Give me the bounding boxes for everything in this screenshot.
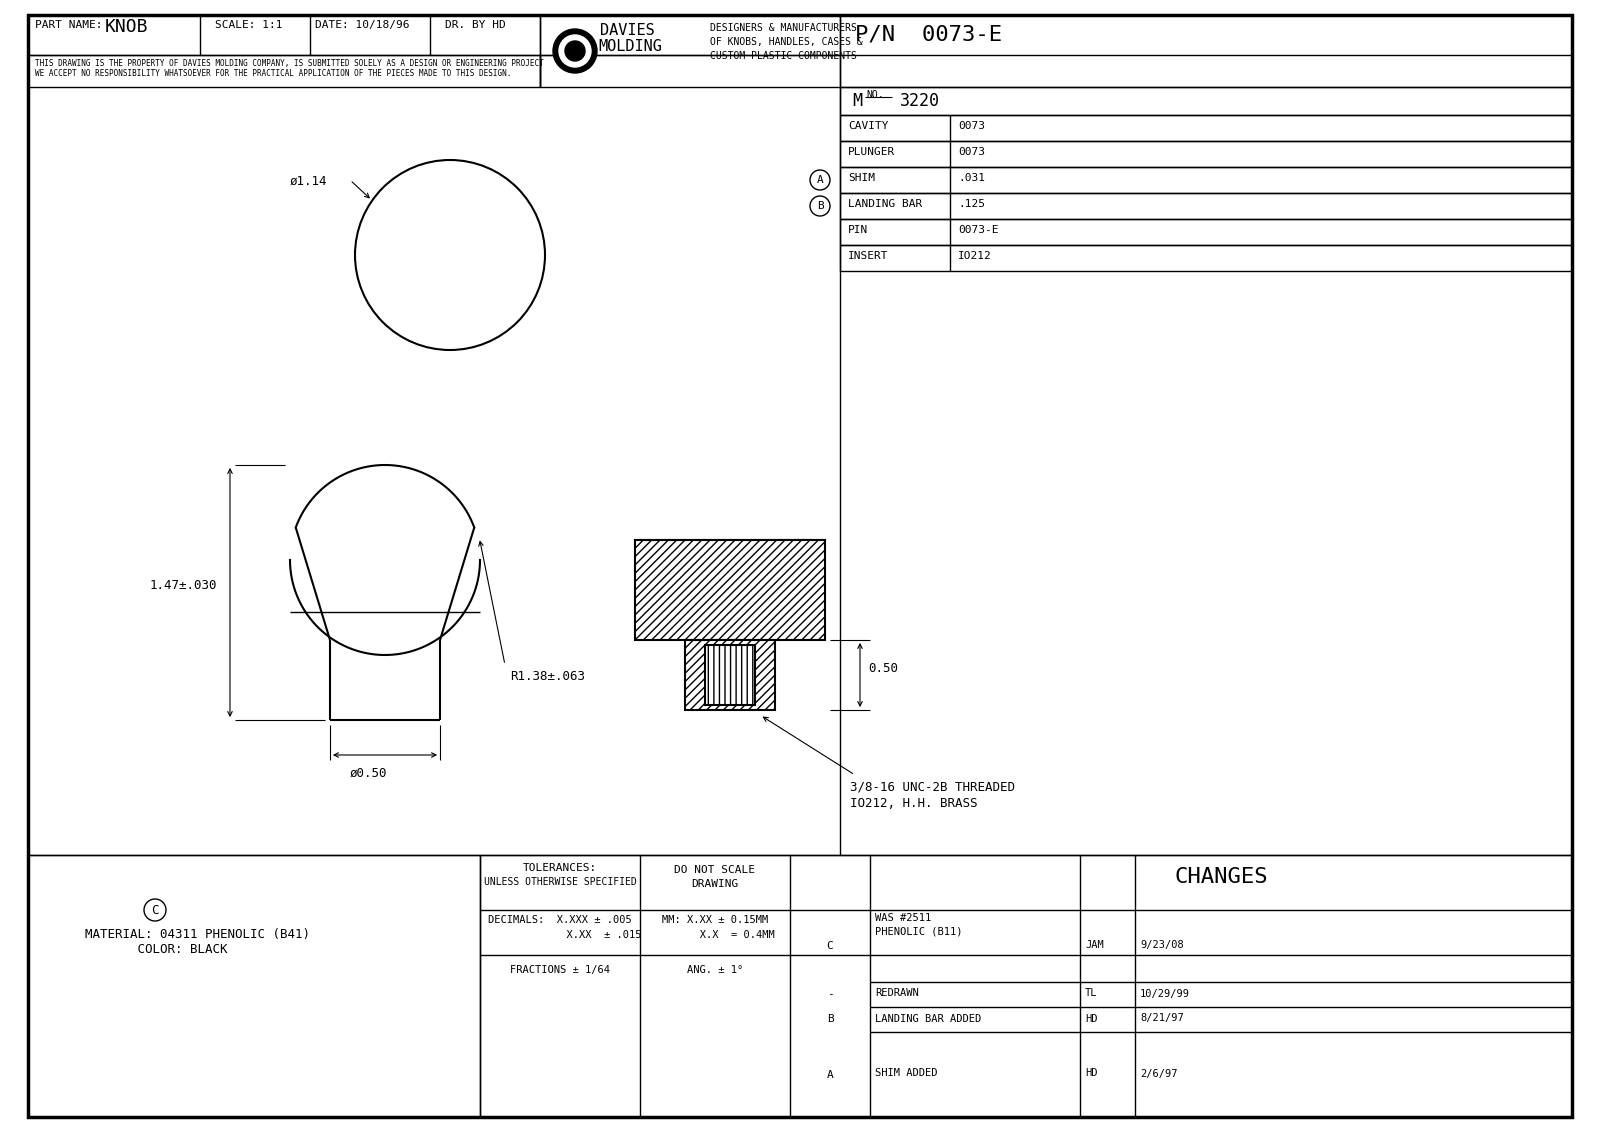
Text: 0073: 0073: [958, 147, 986, 157]
Text: CAVITY: CAVITY: [848, 121, 888, 131]
Text: 1.47±.030: 1.47±.030: [150, 578, 218, 592]
Text: -: -: [827, 989, 834, 1000]
Bar: [480, 855, 1571, 1117]
Text: JAM: JAM: [1085, 940, 1104, 950]
Bar: [840, 192, 1571, 218]
Text: 8/21/97: 8/21/97: [1139, 1013, 1184, 1023]
Text: FRACTIONS ± 1/64: FRACTIONS ± 1/64: [510, 964, 610, 975]
Text: TOLERANCES:: TOLERANCES:: [523, 863, 597, 873]
Text: INSERT: INSERT: [848, 251, 888, 261]
Circle shape: [554, 29, 597, 72]
Text: ANG. ± 1°: ANG. ± 1°: [686, 964, 742, 975]
Text: CUSTOM PLASTIC COMPONENTS: CUSTOM PLASTIC COMPONENTS: [710, 51, 858, 61]
Text: SCALE: 1:1: SCALE: 1:1: [214, 20, 283, 31]
Text: C: C: [152, 903, 158, 917]
Text: 0073: 0073: [958, 121, 986, 131]
Bar: [685, 640, 774, 710]
Text: UNLESS OTHERWISE SPECIFIED: UNLESS OTHERWISE SPECIFIED: [483, 877, 637, 887]
Text: DRAWING: DRAWING: [691, 880, 739, 889]
Bar: [840, 15, 1571, 87]
Text: WE ACCEPT NO RESPONSIBILITY WHATSOEVER FOR THE PRACTICAL APPLICATION OF THE PIEC: WE ACCEPT NO RESPONSIBILITY WHATSOEVER F…: [35, 69, 512, 78]
Bar: [706, 645, 755, 705]
Bar: [635, 540, 826, 640]
Text: MATERIAL: 04311 PHENOLIC (B41): MATERIAL: 04311 PHENOLIC (B41): [85, 928, 310, 941]
Text: HD: HD: [1085, 1013, 1098, 1023]
Text: 0.50: 0.50: [867, 661, 898, 675]
Text: KNOB: KNOB: [106, 18, 149, 36]
Bar: [840, 87, 1571, 115]
Text: HD: HD: [1085, 1069, 1098, 1079]
Text: DESIGNERS & MANUFACTURERS: DESIGNERS & MANUFACTURERS: [710, 23, 858, 33]
Text: DR. BY HD: DR. BY HD: [445, 20, 506, 31]
Text: WAS #2511: WAS #2511: [875, 914, 931, 923]
Text: 3/8-16 UNC-2B THREADED: 3/8-16 UNC-2B THREADED: [850, 780, 1014, 794]
Text: 3220: 3220: [899, 92, 941, 110]
Bar: [840, 142, 1571, 168]
Text: P/N  0073-E: P/N 0073-E: [854, 25, 1002, 45]
Text: .125: .125: [958, 199, 986, 209]
Text: A: A: [827, 1070, 834, 1080]
Text: B: B: [827, 1014, 834, 1024]
Bar: [840, 218, 1571, 245]
Text: PHENOLIC (B11): PHENOLIC (B11): [875, 926, 963, 936]
Text: X.XX  ± .015: X.XX ± .015: [478, 931, 642, 940]
Text: M: M: [851, 92, 862, 110]
Polygon shape: [635, 540, 826, 635]
Text: .031: .031: [958, 173, 986, 183]
Text: MOLDING: MOLDING: [598, 38, 662, 54]
Text: X.X  = 0.4MM: X.X = 0.4MM: [656, 931, 774, 940]
Text: B: B: [816, 201, 824, 211]
Text: MM: X.XX ± 0.15MM: MM: X.XX ± 0.15MM: [662, 915, 768, 925]
Text: NO.: NO.: [866, 91, 883, 100]
Bar: [29, 55, 541, 87]
Text: R1.38±.063: R1.38±.063: [510, 670, 586, 683]
Text: 10/29/99: 10/29/99: [1139, 988, 1190, 998]
Text: IO212, H.H. BRASS: IO212, H.H. BRASS: [850, 797, 978, 811]
Text: ø1.14: ø1.14: [290, 175, 328, 188]
Bar: [840, 245, 1571, 271]
Circle shape: [558, 35, 590, 67]
Text: DECIMALS:  X.XXX ± .005: DECIMALS: X.XXX ± .005: [488, 915, 632, 925]
Text: PIN: PIN: [848, 225, 869, 235]
Text: IO212: IO212: [958, 251, 992, 261]
Text: LANDING BAR ADDED: LANDING BAR ADDED: [875, 1013, 981, 1023]
Text: DO NOT SCALE: DO NOT SCALE: [675, 865, 755, 875]
Text: LANDING BAR: LANDING BAR: [848, 199, 922, 209]
Text: DATE: 10/18/96: DATE: 10/18/96: [315, 20, 410, 31]
Text: SHIM: SHIM: [848, 173, 875, 183]
Text: OF KNOBS, HANDLES, CASES &: OF KNOBS, HANDLES, CASES &: [710, 37, 862, 48]
Text: C: C: [827, 941, 834, 951]
Bar: [29, 15, 1571, 55]
Text: A: A: [816, 175, 824, 185]
Text: REDRAWN: REDRAWN: [875, 988, 918, 998]
Text: PART NAME:: PART NAME:: [35, 20, 102, 31]
Text: CHANGES: CHANGES: [1174, 867, 1267, 887]
Text: PLUNGER: PLUNGER: [848, 147, 896, 157]
Text: 0073-E: 0073-E: [958, 225, 998, 235]
Bar: [840, 168, 1571, 192]
Text: THIS DRAWING IS THE PROPERTY OF DAVIES MOLDING COMPANY, IS SUBMITTED SOLELY AS A: THIS DRAWING IS THE PROPERTY OF DAVIES M…: [35, 59, 544, 68]
Text: SHIM ADDED: SHIM ADDED: [875, 1069, 938, 1079]
Bar: [840, 115, 1571, 142]
Text: ø0.50: ø0.50: [350, 767, 387, 780]
Text: DAVIES: DAVIES: [600, 23, 654, 38]
Circle shape: [565, 41, 586, 61]
Bar: [541, 15, 840, 87]
Bar: [29, 855, 480, 1117]
Text: 9/23/08: 9/23/08: [1139, 940, 1184, 950]
Text: TL: TL: [1085, 988, 1098, 998]
Text: COLOR: BLACK: COLOR: BLACK: [115, 943, 227, 957]
Text: 2/6/97: 2/6/97: [1139, 1069, 1178, 1079]
